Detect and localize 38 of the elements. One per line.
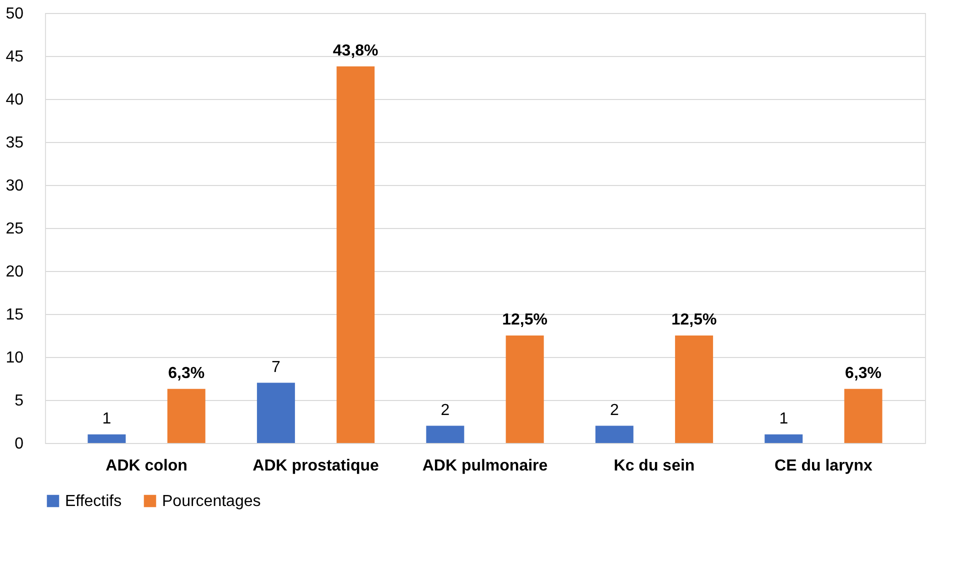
bar <box>88 434 126 443</box>
y-tick-label: 15 <box>6 306 24 324</box>
x-tick-label: ADK colon <box>106 458 188 474</box>
bar <box>844 388 882 443</box>
data-label: 12,5% <box>502 312 548 328</box>
y-tick-label: 50 <box>6 6 24 22</box>
y-tick-label: 40 <box>6 92 24 108</box>
bar <box>256 382 295 443</box>
y-tick-label: 35 <box>6 134 24 152</box>
x-tick-label: Kc du sein <box>614 458 695 474</box>
data-label: 6,3% <box>845 364 882 382</box>
data-label: 43,8% <box>332 42 378 60</box>
x-tick-label: CE du larynx <box>774 458 872 474</box>
data-label: 1 <box>102 410 112 428</box>
y-tick-label: 30 <box>6 178 24 194</box>
y-tick-label: 10 <box>6 350 24 366</box>
data-label: 7 <box>271 358 280 376</box>
data-label: 2 <box>610 402 619 419</box>
y-tick-label: 0 <box>14 436 24 452</box>
x-tick-label: ADK pulmonaire <box>422 458 548 474</box>
legend-label: Pourcentages <box>162 493 261 510</box>
bar <box>167 388 206 443</box>
y-tick-label: 25 <box>6 220 24 238</box>
bar <box>506 336 544 443</box>
y-tick-label: 20 <box>6 264 24 280</box>
y-tick-label: 45 <box>6 48 24 66</box>
data-label: 12,5% <box>671 312 717 328</box>
bar <box>675 336 714 443</box>
data-label: 6,3% <box>168 364 205 382</box>
y-tick-label: 5 <box>14 392 24 410</box>
data-label: 2 <box>440 402 450 419</box>
x-tick-label: ADK prostatique <box>252 458 379 474</box>
bar <box>426 426 464 443</box>
data-label: 1 <box>779 410 788 428</box>
bar <box>595 426 634 443</box>
legend-label: Effectifs <box>65 493 122 510</box>
bar <box>764 434 803 443</box>
bar <box>336 66 375 443</box>
